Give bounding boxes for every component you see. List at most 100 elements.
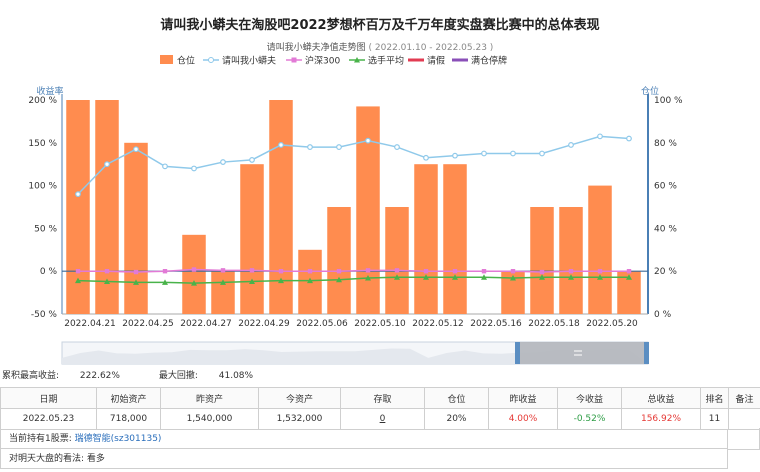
hs300-point: [394, 268, 400, 273]
subtitle-text: 请叫我小蟒夫净值走势图: [266, 43, 366, 53]
net-value-point: [394, 144, 400, 150]
net-value-point: [75, 191, 81, 198]
x-tick-label-9: 2022.05.20: [586, 319, 638, 329]
y-tick-right-4: 80 %: [654, 139, 677, 149]
position-bar: [501, 271, 525, 314]
player-average-point: [249, 278, 255, 284]
legend-marker-position: [160, 55, 173, 64]
hs300-line: [78, 268, 629, 273]
net-value-point: [278, 142, 284, 148]
net-value-point: [336, 144, 342, 150]
daily-summary-table: 日期 初始资产 昨资产 今资产 存取 仓位 昨收益 今收益 总收益 排名 备注 …: [0, 387, 760, 430]
net-value-point: [162, 163, 168, 170]
holding-stock-link[interactable]: 瑞德智能(sz301135): [74, 434, 162, 444]
net-value-point: [539, 150, 545, 157]
position-bar: [124, 142, 148, 314]
position-bar: [182, 234, 206, 314]
y-tick-left-4: 150 %: [28, 139, 57, 149]
deposit-link[interactable]: 0: [340, 408, 425, 430]
performance-stats: 累积最高收益: 222.62% 最大回撤: 41.08%: [2, 368, 289, 381]
y-tick-left-5: 200 %: [28, 96, 57, 106]
hs300-point: [162, 269, 168, 274]
legend-label-1: 请叫我小蟒夫: [222, 55, 276, 67]
x-tick-label-4: 2022.05.06: [296, 319, 348, 329]
hs300-point: [510, 269, 516, 274]
net-value-point: [597, 133, 603, 140]
header-today-return: 今收益: [557, 387, 622, 409]
x-tick-label-2: 2022.04.27: [180, 319, 232, 329]
hs300-point: [597, 269, 603, 274]
player-average-point: [481, 274, 487, 280]
position-bar: [269, 100, 293, 314]
legend-marker-2: [291, 57, 297, 63]
range-slider-selection: [517, 342, 648, 364]
y-tick-left-1: 0 %: [40, 267, 58, 277]
hs300-point: [423, 269, 429, 274]
y-axis-left-title: 收益率: [36, 85, 63, 97]
hs300-point: [539, 269, 545, 275]
hs300-point: [220, 268, 226, 273]
position-bar: [414, 164, 438, 314]
player-average-point: [452, 274, 458, 280]
player-average-point: [626, 274, 632, 280]
cell-total-return: 156.92%: [621, 408, 701, 430]
player-average-point: [75, 277, 81, 284]
position-bar: [530, 207, 554, 314]
net-value-point: [307, 144, 313, 150]
x-tick-label-1: 2022.04.25: [122, 319, 174, 329]
player-average-point: [510, 275, 516, 281]
cell-date: 2022.05.23: [0, 408, 97, 430]
net-value-point: [423, 154, 429, 161]
y-tick-right-0: 0 %: [654, 310, 672, 320]
hs300-point: [75, 269, 81, 274]
net-value-line: [77, 135, 630, 195]
player-average-point: [191, 280, 197, 286]
hs300-point: [249, 268, 255, 273]
player-average-point: [133, 279, 139, 285]
hs300-point: [481, 269, 487, 274]
net-value-point: [626, 135, 632, 142]
header-deposit: 存取: [340, 387, 425, 409]
legend-label-4: 请假: [427, 55, 445, 67]
position-bar: [211, 271, 235, 314]
cell-prev-assets: 1,540,000: [160, 408, 259, 430]
hs300-point: [568, 269, 574, 274]
player-average-point: [278, 277, 284, 284]
legend-marker-3: [354, 57, 360, 63]
position-bar: [617, 271, 641, 314]
player-average-point: [568, 274, 574, 280]
max-return: 累积最高收益: 222.62%: [2, 371, 138, 381]
header-rank: 排名: [700, 387, 729, 409]
outlook-label: 对明天大盘的看法:: [9, 454, 85, 464]
hs300-point: [452, 269, 458, 274]
position-bar: [559, 207, 583, 314]
y-tick-left-2: 50 %: [34, 224, 57, 234]
cell-remark: [728, 408, 760, 430]
hs300-point: [278, 269, 284, 274]
table-row: 2022.05.23 718,000 1,540,000 1,532,000 0…: [0, 408, 760, 430]
header-position: 仓位: [424, 387, 489, 409]
position-bar: [240, 164, 264, 314]
x-tick-label-0: 2022.04.21: [64, 319, 116, 329]
x-tick-label-5: 2022.05.10: [354, 319, 406, 329]
player-average-point: [220, 279, 226, 285]
table-right-border: [728, 428, 760, 450]
cell-initial-assets: 718,000: [96, 408, 161, 430]
hs300-point: [104, 269, 110, 274]
player-average-point: [539, 274, 545, 280]
outlook-value: 看多: [86, 454, 105, 464]
max-return-label: 累积最高收益:: [2, 371, 60, 381]
subtitle-range: ( 2022.01.10 - 2022.05.23 ): [368, 43, 494, 53]
max-drawdown: 最大回撤: 41.08%: [159, 371, 271, 381]
page-title: 请叫我小蟒夫在淘股吧2022梦想杯百万及千万年度实盘赛比赛中的总体表现: [160, 18, 600, 33]
chart-subtitle: 请叫我小蟒夫净值走势图 ( 2022.01.10 - 2022.05.23 ): [0, 40, 760, 53]
position-bar: [443, 164, 467, 314]
table-header-row: 日期 初始资产 昨资产 今资产 存取 仓位 昨收益 今收益 总收益 排名 备注: [0, 387, 760, 409]
position-bar: [588, 185, 612, 314]
cell-today-assets: 1,532,000: [258, 408, 341, 430]
player-average-point: [162, 279, 168, 285]
position-bar: [385, 207, 409, 314]
player-average-point: [336, 276, 342, 283]
range-slider-handle-left: [515, 342, 520, 364]
